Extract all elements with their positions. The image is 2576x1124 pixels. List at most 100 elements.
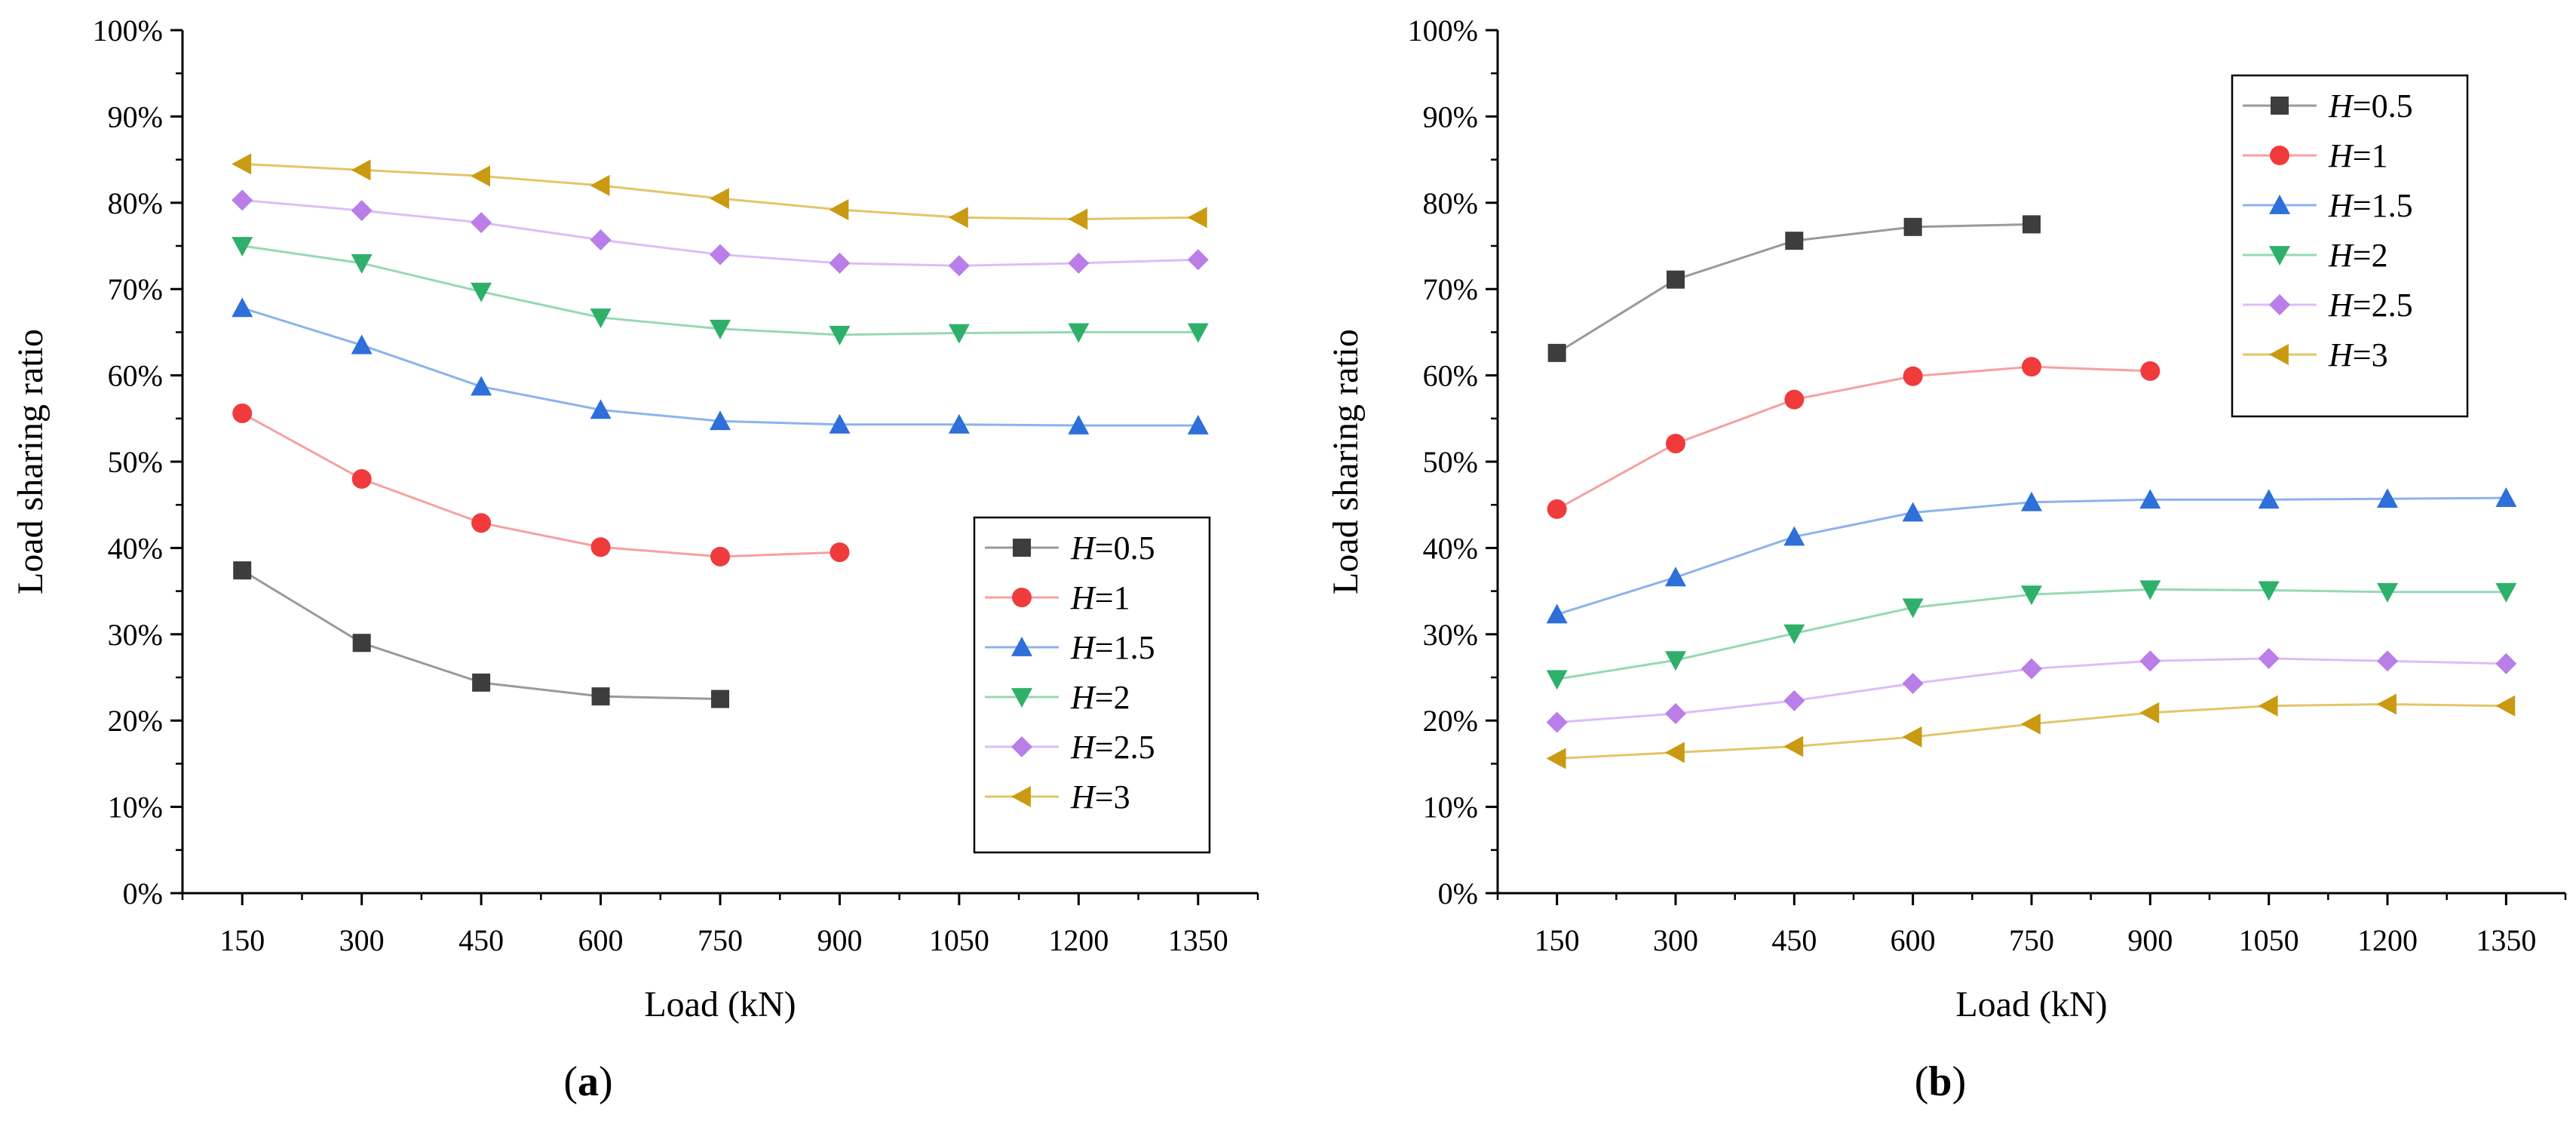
data-point: [1068, 323, 1090, 343]
series-H=1.5: [232, 297, 1209, 435]
legend-label: H=0.5: [1070, 530, 1155, 567]
data-point: [948, 207, 968, 229]
data-point: [710, 188, 729, 210]
data-point: [591, 687, 610, 706]
data-point: [830, 542, 850, 563]
data-point: [2258, 647, 2280, 669]
data-point: [1187, 207, 1207, 229]
chart-panel-b: 0% 10% 20% 30% 40% 50% 60% 70% 80% 90% 100% 150 300 4…: [1326, 14, 2567, 1105]
data-point: [2139, 489, 2161, 509]
data-point: [1783, 624, 1805, 644]
legend-marker: [2270, 146, 2289, 165]
y-tick-label: 20%: [108, 704, 163, 738]
data-point: [710, 319, 731, 339]
data-point: [232, 237, 253, 256]
series-H=0.5: [233, 561, 729, 708]
data-point: [1902, 726, 1922, 748]
series-H=0.5: [1547, 215, 2041, 362]
x-tick-label: 600: [578, 923, 624, 957]
data-point: [2495, 487, 2517, 507]
data-point: [1665, 742, 1685, 763]
data-point: [1546, 711, 1568, 733]
data-point: [1665, 703, 1686, 725]
chart-panel-a: 0% 10% 20% 30% 40% 50% 60% 70% 80% 90% 100% 150 300 4…: [11, 14, 1259, 1105]
data-point: [232, 403, 253, 423]
y-tick-label: 100%: [1408, 14, 1478, 48]
y-tick-label: 20%: [1423, 704, 1478, 738]
legend-item: H=0.5: [2243, 88, 2413, 124]
x-tick-label: 150: [219, 923, 265, 957]
y-tick-label: 60%: [1423, 359, 1478, 393]
panel-label: (a): [563, 1058, 612, 1105]
legend-marker: [2269, 195, 2290, 214]
data-point: [710, 410, 731, 431]
data-point: [2021, 658, 2042, 680]
data-point: [232, 153, 252, 175]
data-point: [351, 159, 371, 181]
x-tick-label: 750: [2009, 923, 2054, 957]
data-point: [710, 546, 730, 567]
y-tick-label: 90%: [108, 100, 163, 134]
legend-marker: [1011, 786, 1031, 807]
series-H=2.5: [1546, 647, 2517, 733]
data-point: [2377, 693, 2397, 715]
legend-label: H=2: [1070, 679, 1130, 716]
data-point: [471, 513, 492, 533]
data-point: [948, 324, 970, 344]
legend-label: H=2: [2328, 237, 2388, 274]
data-point: [590, 537, 611, 557]
series-H=2: [1546, 580, 2517, 690]
data-point: [2258, 695, 2278, 717]
data-point: [2139, 702, 2160, 723]
y-tick-label: 100%: [93, 14, 163, 48]
data-point: [1546, 670, 1568, 690]
y-tick-label: 70%: [1423, 272, 1478, 306]
data-point: [471, 282, 492, 302]
data-point: [1068, 208, 1088, 230]
y-tick-label: 0%: [1438, 877, 1478, 911]
x-tick-label: 900: [817, 923, 862, 957]
legend-item: H=1: [985, 579, 1130, 616]
series-H=1: [1547, 357, 2160, 519]
data-point: [2495, 653, 2517, 674]
data-point: [1187, 249, 1209, 271]
legend-item: H=3: [2243, 336, 2388, 373]
x-axis-label: Load (kN): [644, 984, 796, 1024]
data-point: [472, 673, 491, 692]
data-point: [2258, 489, 2280, 509]
x-tick-label: 300: [339, 923, 385, 957]
data-point: [1667, 270, 1685, 289]
data-point: [2377, 488, 2398, 508]
legend-marker: [1013, 539, 1031, 557]
legend-item: H=2: [985, 679, 1130, 716]
legend-item: H=1.5: [985, 629, 1155, 666]
legend: H=0.5 H=1 H=1.5 H=2 H=2.5 H=3: [2231, 74, 2469, 418]
data-point: [829, 325, 851, 345]
x-tick-label: 1050: [2239, 923, 2299, 957]
data-point: [1902, 598, 1924, 619]
series-line: [241, 412, 840, 558]
x-tick-label: 750: [698, 923, 743, 957]
data-point: [590, 399, 612, 419]
y-tick-label: 10%: [1423, 791, 1478, 825]
data-point: [1665, 567, 1686, 587]
x-tick-label: 300: [1653, 923, 1698, 957]
legend-marker: [1011, 736, 1032, 757]
legend-label: H=3: [2328, 336, 2388, 373]
y-tick-label: 80%: [1423, 186, 1478, 220]
x-tick-label: 450: [458, 923, 504, 957]
y-tick-label: 50%: [1423, 445, 1478, 479]
data-point: [1902, 673, 1924, 695]
data-point: [1902, 502, 1924, 522]
data-point: [1785, 232, 1804, 250]
x-tick-label: 1200: [1048, 923, 1109, 957]
y-tick-label: 90%: [1423, 100, 1478, 134]
data-point: [710, 244, 731, 266]
data-point: [2140, 361, 2160, 381]
series-H=2.5: [232, 189, 1209, 277]
data-point: [2258, 581, 2280, 601]
legend-label: H=1: [1070, 579, 1130, 616]
series-H=1: [232, 403, 850, 567]
series-H=2: [232, 237, 1209, 345]
data-point: [471, 165, 491, 187]
